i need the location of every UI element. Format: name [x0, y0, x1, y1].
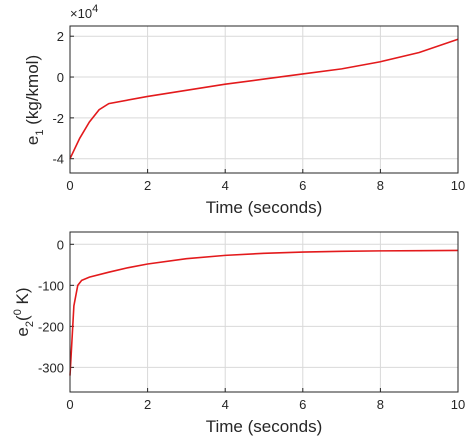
y-tick-label: 2 [57, 29, 64, 44]
y-axis-label: e1 (kg/kmol) [23, 55, 46, 145]
y-multiplier: ×104 [70, 3, 98, 21]
x-tick-label: 4 [222, 397, 229, 412]
y-tick-label: -4 [52, 152, 64, 167]
y-axis-label: e2(0 K) [12, 287, 36, 336]
label-subscript: 1 [34, 130, 46, 136]
y-tick-label: -100 [38, 278, 64, 293]
x-tick-label: 8 [377, 397, 384, 412]
x-axis-label: Time (seconds) [206, 417, 323, 436]
x-tick-label: 4 [222, 178, 229, 193]
x-tick-label: 8 [377, 178, 384, 193]
label-part: K) [13, 287, 32, 309]
x-tick-label: 2 [144, 178, 151, 193]
label-part: ( [13, 315, 32, 321]
axes-box [69, 231, 459, 393]
multiplier-base: ×10 [70, 6, 92, 21]
data-line [69, 38, 459, 160]
label-part: e [23, 136, 42, 145]
x-tick-label: 2 [144, 397, 151, 412]
x-tick-label: 10 [451, 397, 465, 412]
x-axis-label: Time (seconds) [206, 198, 323, 217]
x-tick-label: 6 [299, 397, 306, 412]
label-part: e [13, 327, 32, 336]
y-tick-label: 0 [57, 237, 64, 252]
y-tick-label: -300 [38, 360, 64, 375]
x-tick-label: 0 [66, 178, 73, 193]
y-tick-label: -200 [38, 319, 64, 334]
data-line [69, 249, 459, 376]
x-tick-label: 10 [451, 178, 465, 193]
y-tick-label: 0 [57, 70, 64, 85]
plot-area [70, 232, 458, 392]
label-part: (kg/kmol) [23, 55, 42, 130]
x-tick-label: 6 [299, 178, 306, 193]
y-tick-label: -2 [52, 111, 64, 126]
multiplier-exponent: 4 [92, 3, 98, 15]
label-superscript: 0 [12, 309, 24, 315]
label-subscript: 2 [24, 321, 36, 327]
x-tick-label: 0 [66, 397, 73, 412]
axes-box [69, 25, 459, 174]
